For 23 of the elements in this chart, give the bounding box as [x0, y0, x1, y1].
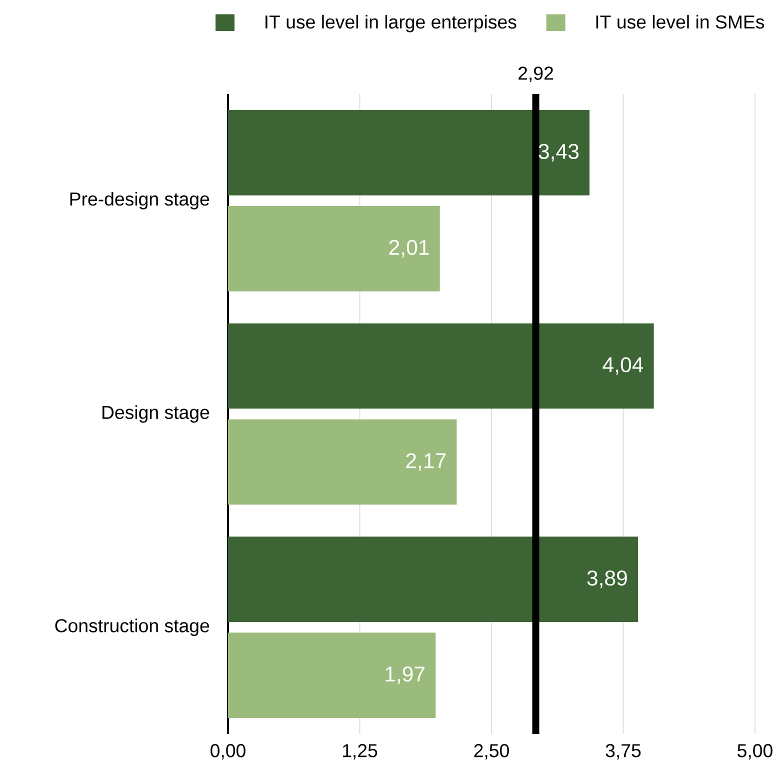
data-label: 1,97 [386, 666, 425, 684]
ref-line-label: 2,92 [518, 66, 553, 82]
data-label: 2,17 [406, 453, 446, 471]
legend-label: IT use level in large enterpises [266, 14, 516, 32]
bar [228, 419, 457, 505]
x-tick-label: 5,00 [738, 744, 772, 760]
data-label: 3,43 [538, 144, 579, 162]
y-tick-label: Construction stage [55, 618, 210, 636]
y-tick-label: Pre-design stage [70, 192, 210, 210]
data-label: 4,04 [602, 357, 644, 375]
bar [228, 323, 654, 409]
x-tick-label: 0,00 [210, 744, 246, 760]
y-tick-label: Design stage [102, 405, 210, 423]
x-tick-label: 3,75 [606, 744, 641, 760]
data-label: 3,89 [587, 570, 627, 588]
x-tick-label: 2,50 [474, 744, 509, 760]
bar [228, 206, 440, 292]
bar [228, 632, 436, 718]
bar [228, 110, 590, 196]
bar [228, 536, 638, 622]
legend-label: IT use level in SMEs [596, 14, 764, 29]
data-label: 2,01 [389, 240, 429, 258]
x-tick-label: 1,25 [343, 744, 378, 760]
